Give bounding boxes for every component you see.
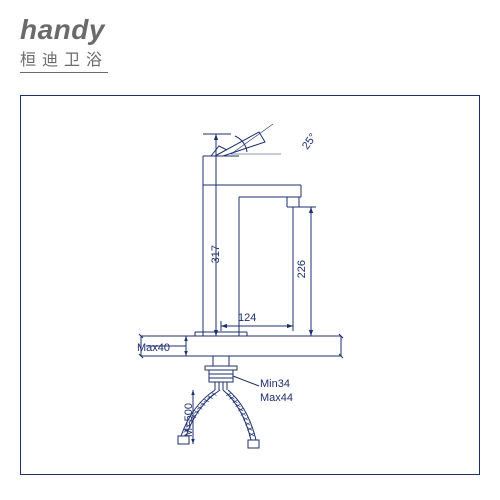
drawing-svg (21, 96, 481, 476)
dim-thread-min: Min34 (260, 378, 290, 390)
dim-thread-max: Max44 (260, 392, 293, 404)
brand-chinese: 桓迪卫浴 (20, 46, 108, 73)
dim-hose-len: M=500 (183, 403, 195, 437)
dim-spout-reach: 124 (238, 312, 256, 324)
page-root: { "brand": { "english": "handy", "chines… (0, 0, 500, 500)
dim-total-height: 317 (210, 245, 222, 263)
dim-spout-height: 226 (296, 260, 308, 278)
brand-english: handy (20, 14, 108, 46)
brand-block: handy 桓迪卫浴 (20, 14, 108, 73)
drawing-frame (20, 95, 480, 475)
dim-deck-max: Max40 (137, 342, 170, 354)
